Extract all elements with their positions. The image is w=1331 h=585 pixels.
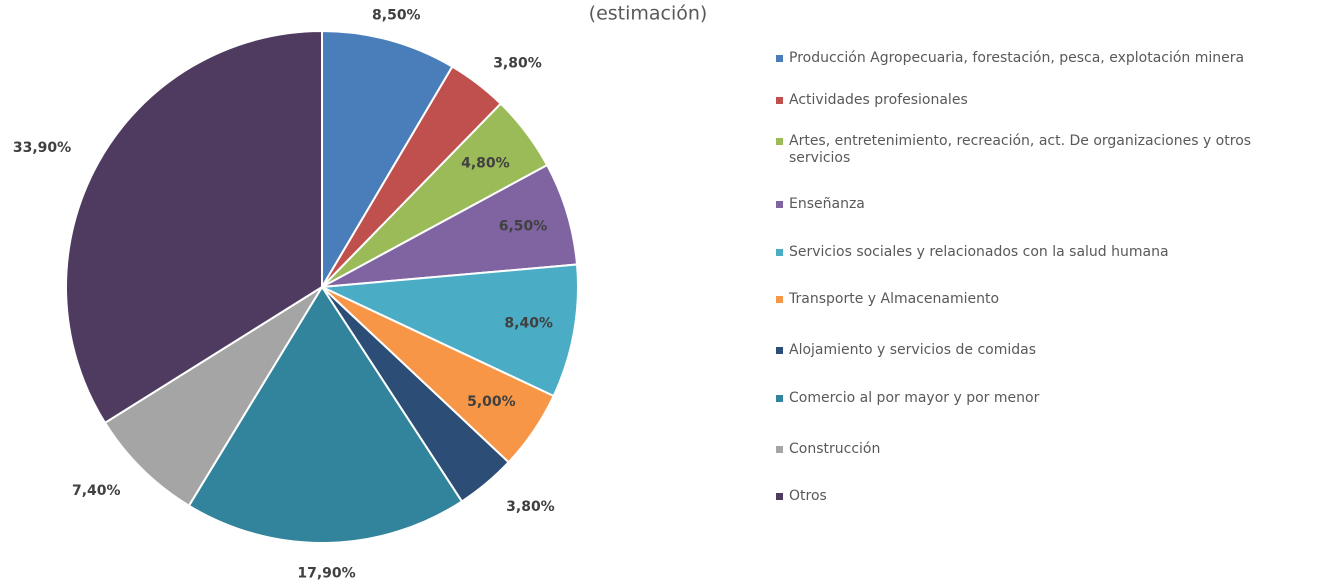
chart-subtitle: (estimación) — [589, 3, 708, 25]
data-label: 8,40% — [504, 316, 553, 332]
legend-item: Construcción — [776, 441, 1296, 458]
legend-label: Enseñanza — [789, 196, 865, 212]
data-label: 17,90% — [297, 566, 355, 582]
data-label: 4,80% — [461, 156, 510, 172]
data-label: 3,80% — [493, 55, 542, 71]
legend-swatch — [776, 138, 783, 145]
legend-swatch — [776, 55, 783, 62]
legend-item: Otros — [776, 488, 1296, 505]
legend-label: Artes, entretenimiento, recreación, act.… — [789, 133, 1252, 166]
pie-slice — [103, 286, 323, 508]
legend-swatch — [776, 249, 783, 256]
legend-swatch — [776, 395, 783, 402]
data-label: 6,50% — [499, 219, 548, 235]
legend-swatch — [776, 296, 783, 303]
pie-slice — [318, 263, 579, 398]
legend-item: Alojamiento y servicios de comidas — [776, 342, 1296, 359]
legend-swatch — [776, 201, 783, 208]
legend-swatch — [776, 493, 783, 500]
legend-item: Artes, entretenimiento, recreación, act.… — [776, 133, 1296, 167]
data-label: 33,90% — [13, 140, 71, 156]
data-label: 8,50% — [372, 7, 421, 23]
legend-label: Comercio al por mayor y por menor — [789, 390, 1040, 406]
legend-swatch — [776, 446, 783, 453]
data-label: 5,00% — [467, 394, 516, 410]
legend-label: Actividades profesionales — [789, 92, 968, 108]
legend-label: Transporte y Almacenamiento — [789, 291, 1000, 307]
legend-swatch — [776, 97, 783, 104]
legend-item: Enseñanza — [776, 196, 1296, 213]
legend-label: Producción Agropecuaria, forestación, pe… — [789, 50, 1245, 66]
legend-label: Otros — [789, 488, 827, 504]
legend-item: Transporte y Almacenamiento — [776, 291, 1296, 308]
data-label: 3,80% — [506, 499, 555, 515]
legend-item: Actividades profesionales — [776, 92, 1296, 109]
legend-item: Producción Agropecuaria, forestación, pe… — [776, 50, 1296, 67]
pie-slice — [187, 285, 464, 544]
legend-label: Construcción — [789, 441, 881, 457]
pie-slice — [65, 29, 323, 425]
legend-item: Comercio al por mayor y por menor — [776, 390, 1296, 407]
legend-label: Alojamiento y servicios de comidas — [789, 342, 1036, 358]
legend-label: Servicios sociales y relacionados con la… — [789, 244, 1169, 260]
legend-swatch — [776, 347, 783, 354]
legend-item: Servicios sociales y relacionados con la… — [776, 244, 1296, 261]
data-label: 7,40% — [72, 483, 121, 499]
pie-slice — [321, 29, 454, 291]
